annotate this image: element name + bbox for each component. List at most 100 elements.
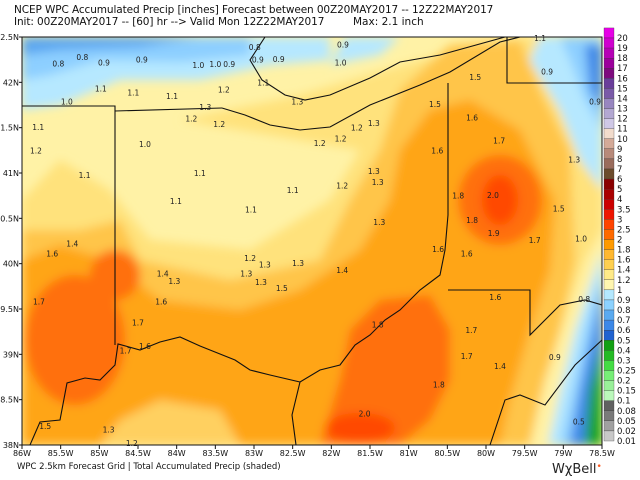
colorbar-legend: 20191817161514131211109876543.532.521.81… <box>603 27 636 447</box>
colorbar-swatch <box>603 148 615 160</box>
point-value: 1.3 <box>368 119 380 128</box>
point-value: 0.9 <box>589 97 601 106</box>
point-value: 1.1 <box>79 171 91 180</box>
point-value: 1.4 <box>494 362 506 371</box>
point-value: 1.3 <box>292 259 304 268</box>
point-value: 1.5 <box>553 204 565 213</box>
point-value: 1.7 <box>493 136 505 145</box>
lon-label: 80.5W <box>434 449 460 458</box>
point-value: 1.7 <box>529 236 541 245</box>
point-value: 1.7 <box>120 347 132 356</box>
colorbar-label: 1.6 <box>617 256 631 266</box>
point-value: 1.5 <box>429 100 441 109</box>
point-value: 2.0 <box>359 409 371 418</box>
point-value: 1.6 <box>432 245 444 254</box>
colorbar-label: 8 <box>617 155 622 165</box>
point-value: 1.1 <box>534 34 546 43</box>
map-title: NCEP WPC Accumulated Precip [inches] For… <box>14 4 494 16</box>
colorbar-label: 7 <box>617 165 622 175</box>
point-value: 1.1 <box>170 197 182 206</box>
colorbar-swatch <box>603 37 615 49</box>
colorbar-swatch <box>603 128 615 139</box>
point-value: 1.8 <box>452 192 464 201</box>
point-value: 1.2 <box>314 139 326 148</box>
lon-label: 80W <box>477 449 495 458</box>
colorbar-label: 20 <box>617 34 628 44</box>
point-value: 1.0 <box>335 58 347 67</box>
colorbar-label: 11 <box>617 125 628 135</box>
colorbar-swatch <box>603 430 615 442</box>
point-value: 1.2 <box>30 146 42 155</box>
point-value: 1.3 <box>373 218 385 227</box>
colorbar-swatch <box>603 299 615 311</box>
point-value: 1.6 <box>461 250 473 259</box>
colorbar-label: 0.05 <box>617 417 636 427</box>
colorbar-swatch <box>603 309 615 321</box>
colorbar-label: 0.5 <box>617 336 631 346</box>
lon-label: 82.5W <box>280 449 306 458</box>
point-value: 1.9 <box>488 229 500 238</box>
colorbar-swatch <box>603 239 615 250</box>
point-value: 1.3 <box>259 261 271 270</box>
point-value: 1.0 <box>61 97 73 106</box>
colorbar-label: 0.02 <box>617 427 636 437</box>
point-value: 0.9 <box>98 58 110 67</box>
point-value: 1.0 <box>575 234 587 243</box>
longitude-axis: 86W 85.5W 85W 84.5W 84W 83.5W 83W 82.5W 82W 81.5W… <box>13 445 615 458</box>
point-value: 1.5 <box>39 422 51 431</box>
point-value: 1.1 <box>95 85 107 94</box>
colorbar-swatch <box>603 289 615 301</box>
point-value: 1.1 <box>127 88 139 97</box>
colorbar-swatch <box>603 319 615 331</box>
point-value: 0.9 <box>273 55 285 64</box>
colorbar-label: 0.9 <box>617 296 631 306</box>
lon-label: 81.5W <box>357 449 383 458</box>
wxbell-logo: WχBell• <box>552 462 602 477</box>
lat-label: 38.5N <box>0 396 19 405</box>
colorbar-label: 1.8 <box>617 246 631 256</box>
lon-label: 86W <box>13 449 31 458</box>
point-value: 1.1 <box>245 205 257 214</box>
colorbar-label: 6 <box>617 175 622 185</box>
point-value: 0.9 <box>223 60 235 69</box>
point-value: 1.5 <box>469 73 481 82</box>
point-value: 1.1 <box>194 169 206 178</box>
point-value: 1.2 <box>335 135 347 144</box>
colorbar-swatch <box>603 340 615 351</box>
lat-label: 40N <box>3 260 19 269</box>
colorbar-label: 1.2 <box>617 276 631 286</box>
state-boundaries <box>22 37 602 445</box>
colorbar-label: 3.5 <box>617 205 631 215</box>
colorbar-label: 2.5 <box>617 225 631 235</box>
point-value: 0.8 <box>52 59 64 68</box>
colorbar-label: 9 <box>617 145 622 155</box>
point-value: 1.3 <box>568 155 580 164</box>
point-value: 1.4 <box>66 240 78 249</box>
max-value: Max: 2.1 inch <box>353 16 424 28</box>
colorbar-swatch <box>603 360 615 371</box>
lon-label: 81W <box>400 449 418 458</box>
colorbar-label: 0.8 <box>617 306 631 316</box>
point-value: 0.9 <box>136 56 148 65</box>
colorbar-swatch <box>603 88 615 99</box>
lat-label: 42N <box>3 78 19 87</box>
colorbar-swatch <box>603 249 615 260</box>
point-value: 1.7 <box>132 319 144 328</box>
point-value: 0.9 <box>541 67 553 76</box>
colorbar-swatch <box>603 219 615 230</box>
lat-label: 41N <box>3 169 19 178</box>
colorbar-swatch <box>603 138 615 149</box>
colorbar-label: 0.1 <box>617 397 631 407</box>
colorbar-label: 12 <box>617 115 628 125</box>
point-value: 1.3 <box>168 277 180 286</box>
colorbar-label: 1.4 <box>617 266 631 276</box>
colorbar-swatch <box>603 168 615 180</box>
point-value: 1.7 <box>465 326 477 335</box>
point-value: 1.2 <box>185 115 197 124</box>
lon-label: 79.5W <box>512 449 538 458</box>
colorbar-swatch <box>603 108 615 119</box>
point-value: 1.1 <box>166 92 178 101</box>
init-valid-line: Init: 00Z20MAY2017 -- [60] hr --> Valid … <box>14 16 325 28</box>
lon-label: 82W <box>322 449 340 458</box>
colorbar-label: 3 <box>617 215 622 225</box>
